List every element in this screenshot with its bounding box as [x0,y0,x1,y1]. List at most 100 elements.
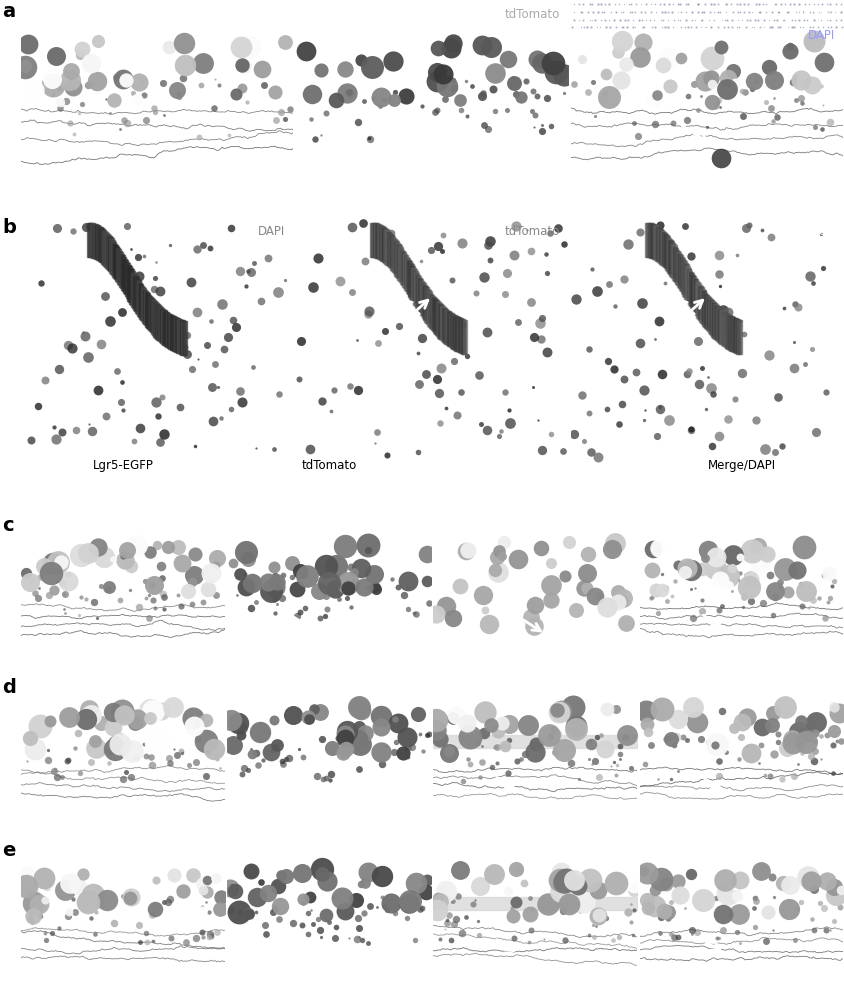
Point [483,233,496,249]
Point [626,115,640,131]
Point [116,548,129,564]
Point [372,98,386,114]
Point [230,569,244,585]
Point [724,19,738,35]
Point [60,753,73,769]
Point [806,19,820,35]
Point [234,727,247,743]
Point [834,19,844,35]
Point [726,63,739,79]
Point [544,426,557,442]
Point [231,904,245,920]
Point [360,542,374,558]
Point [224,220,237,236]
Point [690,0,704,12]
Point [358,725,371,741]
Point [154,703,168,719]
Point [652,925,666,941]
Point [787,360,800,376]
Point [655,366,668,382]
Point [51,554,64,570]
Point [430,890,444,906]
Point [709,98,722,114]
Point [808,743,821,759]
Point [127,85,140,101]
Point [473,878,486,894]
Point [217,341,230,357]
Point [794,598,808,614]
Point [27,908,41,924]
Point [157,107,170,123]
Point [357,579,371,595]
Point [421,595,435,611]
Point [766,72,780,88]
Point [545,721,559,737]
Point [694,19,707,35]
Point [711,247,725,263]
Point [279,751,292,767]
Point [314,62,327,78]
Point [268,568,281,584]
Point [24,573,38,589]
Point [490,755,503,771]
Point [628,0,641,12]
Point [187,567,201,583]
Point [433,931,446,947]
Text: d: d [3,678,16,697]
Point [737,0,750,12]
Point [81,894,95,910]
Point [171,85,185,101]
Point [643,4,657,20]
Point [106,719,119,735]
Point [397,259,410,275]
Point [637,863,651,879]
Point [543,225,556,241]
Point [368,579,381,595]
Point [113,736,127,752]
Point [807,119,820,135]
Point [733,729,747,745]
Point [205,379,219,395]
Point [677,272,690,288]
Point [820,19,833,35]
Point [714,12,728,28]
Point [275,590,289,606]
Point [644,590,657,606]
Point [599,701,613,717]
Point [318,907,332,923]
Point [347,574,360,590]
Point [433,415,446,431]
Point [224,902,237,918]
Point [580,565,593,581]
Point [21,36,35,52]
Point [249,904,262,920]
Point [244,863,257,879]
Point [554,864,567,880]
Point [84,754,98,770]
Point [338,538,351,554]
Point [479,324,493,340]
Point [782,0,796,12]
Point [91,33,105,49]
Point [149,901,162,917]
Point [753,4,766,20]
Point [409,606,423,622]
Point [544,555,557,571]
Point [701,12,715,28]
Point [803,748,817,764]
Point [647,331,661,347]
Point [403,893,416,909]
Point [544,577,557,593]
Point [827,913,841,929]
Point [653,925,667,941]
Point [62,573,75,589]
Point [73,765,87,781]
Point [35,275,48,291]
Point [687,580,701,596]
Point [822,0,836,12]
Point [82,218,95,234]
Point [138,736,151,752]
Point [787,19,800,35]
Point [230,715,244,731]
Point [512,863,526,879]
